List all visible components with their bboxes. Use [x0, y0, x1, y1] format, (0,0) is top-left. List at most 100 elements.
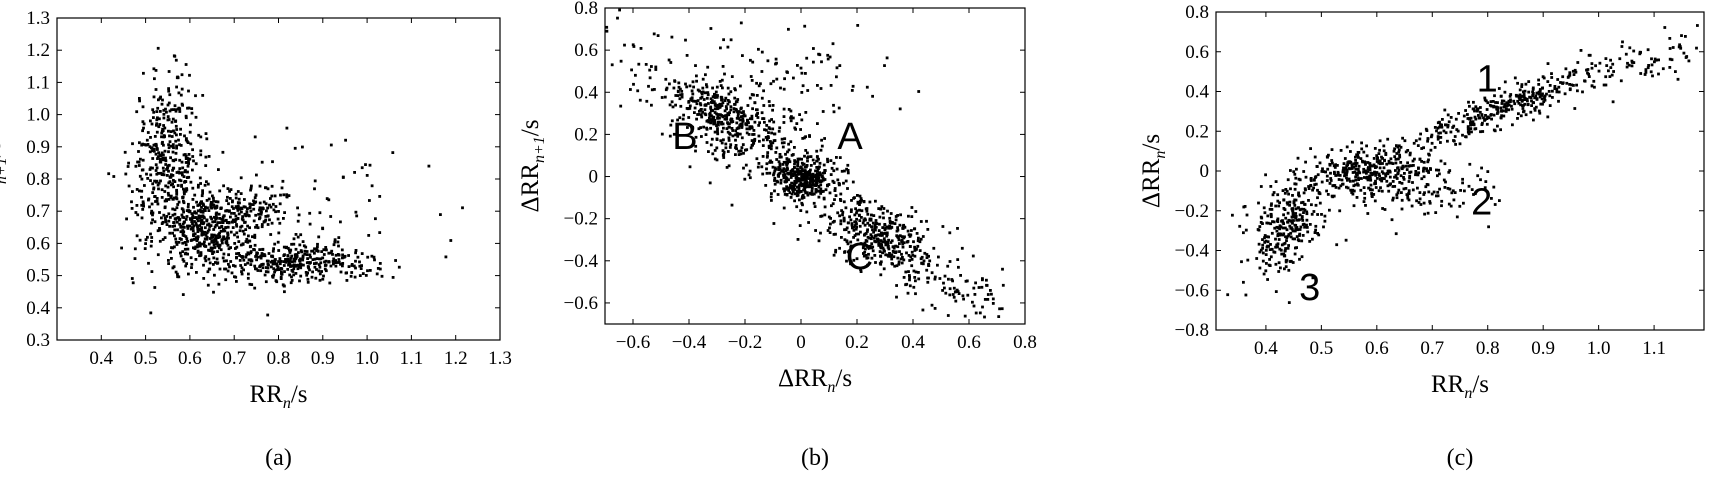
data-point: [742, 166, 745, 170]
data-point: [1276, 245, 1279, 249]
data-point: [1412, 141, 1416, 145]
data-point: [809, 183, 813, 187]
data-point: [322, 248, 326, 252]
data-point: [851, 84, 855, 88]
data-point: [1427, 171, 1430, 174]
data-point: [163, 149, 167, 153]
data-point: [792, 182, 796, 186]
data-point: [234, 196, 238, 200]
data-point: [199, 182, 202, 185]
data-point: [209, 246, 213, 250]
data-point: [757, 84, 761, 88]
data-point: [1374, 186, 1378, 189]
data-point: [171, 207, 175, 211]
cluster-annotation: C: [846, 236, 873, 278]
data-point: [787, 27, 790, 31]
data-point: [1331, 161, 1334, 165]
data-point: [155, 123, 158, 127]
data-point: [178, 222, 182, 226]
data-point: [781, 163, 785, 166]
data-point: [1436, 121, 1440, 125]
data-point: [174, 108, 178, 112]
data-point: [249, 203, 253, 206]
data-point: [819, 231, 822, 235]
data-point: [760, 70, 764, 73]
data-point: [711, 95, 715, 99]
data-point: [1449, 130, 1453, 134]
data-point: [1481, 130, 1485, 133]
data-point: [378, 267, 382, 271]
data-point: [1378, 162, 1382, 166]
data-point: [149, 166, 153, 170]
data-point: [760, 111, 764, 115]
data-point: [1386, 169, 1390, 173]
data-point: [215, 223, 219, 227]
data-point: [793, 165, 796, 169]
data-point: [1383, 208, 1387, 211]
data-point: [618, 8, 621, 12]
data-point: [1423, 191, 1426, 195]
data-point: [1425, 183, 1429, 186]
data-point: [1328, 208, 1331, 212]
data-point: [333, 240, 337, 244]
data-point: [1388, 170, 1392, 174]
data-point: [244, 214, 248, 218]
data-point: [1264, 253, 1268, 256]
data-point: [1521, 98, 1524, 102]
data-point: [1422, 169, 1425, 173]
data-point: [1370, 192, 1373, 195]
data-point: [965, 279, 969, 283]
data-point: [749, 146, 753, 150]
data-point: [849, 262, 852, 266]
data-point: [881, 226, 885, 229]
data-point: [1395, 193, 1399, 197]
data-point: [1244, 228, 1248, 232]
data-point: [1430, 133, 1434, 137]
data-point: [674, 94, 678, 97]
data-point: [316, 249, 320, 253]
data-point: [156, 229, 160, 233]
data-point: [872, 230, 875, 234]
data-point: [916, 244, 920, 248]
data-point: [1533, 96, 1537, 100]
data-point: [1320, 213, 1323, 216]
data-point: [308, 253, 312, 257]
data-point: [1359, 157, 1363, 160]
data-point: [947, 277, 950, 281]
data-point: [1357, 151, 1361, 154]
data-point: [805, 56, 809, 60]
data-point: [1420, 160, 1423, 163]
data-point: [194, 115, 198, 119]
data-point: [1491, 100, 1495, 103]
data-point: [1474, 105, 1478, 109]
data-point: [1354, 155, 1357, 159]
data-point: [809, 168, 812, 172]
data-point: [1461, 133, 1464, 137]
data-point: [839, 198, 842, 201]
data-point: [1682, 51, 1686, 55]
data-point: [727, 125, 731, 129]
data-point: [858, 203, 861, 206]
data-point: [275, 268, 279, 272]
data-point: [804, 171, 807, 175]
data-point: [834, 250, 837, 254]
data-point: [703, 112, 707, 116]
data-point: [890, 239, 894, 243]
data-point: [1646, 66, 1650, 70]
data-point: [1381, 171, 1385, 175]
data-point: [138, 99, 141, 103]
data-point: [1469, 123, 1472, 127]
data-point: [701, 86, 705, 90]
data-point: [1671, 46, 1675, 49]
data-point: [171, 197, 175, 201]
data-point: [203, 230, 206, 234]
data-point: [1521, 107, 1525, 110]
data-point: [225, 236, 229, 240]
data-point: [179, 93, 183, 97]
data-point: [719, 139, 723, 143]
data-point: [989, 289, 992, 292]
data-point: [808, 134, 811, 137]
data-point: [1568, 87, 1572, 91]
data-point: [933, 307, 937, 310]
